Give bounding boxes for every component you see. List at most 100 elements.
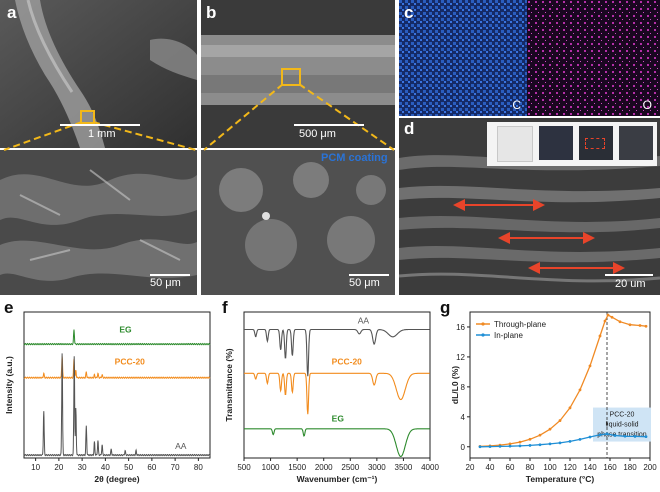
panel-label-e: e (4, 298, 14, 317)
tma-x-tick-label: 160 (603, 463, 617, 472)
panel-label-b: b (206, 3, 217, 22)
sample-block-dark-3 (619, 126, 653, 160)
tma-x-tick-label: 100 (543, 463, 557, 472)
tma-point-in-plane (578, 438, 582, 441)
tma-x-tick-label: 120 (563, 463, 577, 472)
tma-point-through-plane (568, 406, 572, 410)
tma-point-in-plane (478, 445, 482, 449)
xrd-label-pcc: PCC-20 (115, 357, 146, 367)
xrd-series-pcc-20 (23, 356, 211, 380)
tma-x-tick-label: 80 (526, 463, 535, 472)
tma-x-tick-label: 60 (506, 463, 515, 472)
tma-point-in-plane (548, 442, 552, 446)
tma-legend-label-through-plane: Through-plane (494, 320, 547, 329)
chart-ftir: 500 1000 1500 2000 2500 3000 3500 4000 Wavenumbe… (224, 311, 439, 484)
tma-x-tick-label: 40 (486, 463, 495, 472)
tma-point-in-plane (605, 432, 609, 436)
sample-block-white (497, 126, 533, 162)
map-label-o: O (642, 98, 652, 112)
tma-point-through-plane (518, 440, 522, 444)
tma-axes-frame (469, 311, 651, 459)
tma-point-in-plane (508, 444, 512, 448)
tma-x-tick-label: 180 (623, 463, 637, 472)
xrd-x-tick-label: 70 (171, 463, 180, 472)
ftir-x-tick-label: 2000 (315, 463, 333, 472)
xrd-label-aa: AA (175, 441, 187, 451)
tma-point-through-plane (618, 320, 622, 324)
tma-point-through-plane (538, 433, 542, 437)
panel-label-d: d (404, 119, 415, 138)
xrd-x-tick-label: 50 (124, 463, 133, 472)
xrd-axes-frame (23, 311, 211, 459)
tma-point-in-plane (633, 435, 637, 438)
ftir-x-tick-label: 3000 (368, 463, 386, 472)
scale-bar-a-zoom (150, 274, 190, 276)
ftir-x-tick-label: 4000 (421, 463, 439, 472)
sem-zoom-a: 50 μm (0, 150, 197, 295)
tma-point-in-plane (598, 433, 602, 437)
tma-point-in-plane (488, 445, 492, 449)
ftir-x-tick-label: 1500 (288, 463, 306, 472)
sample-block-dark-2 (579, 126, 613, 160)
sem-zoom-image-b (201, 150, 395, 295)
xrd-x-tick-label: 20 (54, 463, 63, 472)
tma-annotation-line-2: liquid-solid (605, 422, 638, 429)
sem-image-b (201, 0, 395, 148)
tma-x-tick-label: 20 (466, 463, 475, 472)
tma-point-in-plane (538, 443, 542, 447)
tma-point-in-plane (558, 441, 562, 445)
panel-label-a: a (7, 3, 17, 22)
tma-point-in-plane (568, 439, 572, 443)
tma-point-through-plane (606, 313, 610, 317)
sem-zoom-b: PCM coating 50 μm (201, 150, 395, 295)
oxygen-map-image (527, 0, 660, 116)
tma-annotation-line-3: phase transition (597, 432, 647, 439)
tma-point-through-plane (588, 364, 592, 368)
zoom-box-b (281, 68, 301, 86)
scale-label-b-zoom: 50 μm (349, 277, 380, 289)
tma-y-axis-label: dL/L0 (%) (450, 366, 460, 404)
xrd-x-tick-label: 40 (101, 463, 110, 472)
scale-label-d: 20 um (615, 278, 646, 290)
tma-y-tick-label: 0 (461, 443, 466, 452)
tma-point-through-plane (628, 323, 632, 327)
scale-label-b: 500 μm (299, 128, 336, 140)
tma-point-in-plane (498, 444, 502, 448)
map-label-c: C (512, 98, 521, 112)
scale-bar-a (60, 124, 140, 126)
scale-bar-b-zoom (349, 274, 389, 276)
tma-point-in-plane (518, 444, 522, 448)
ftir-x-axis-label: Wavenumber (cm⁻¹) (297, 474, 378, 484)
xrd-x-tick-label: 80 (194, 463, 203, 472)
panel-label-c: c (404, 3, 414, 22)
ftir-label-aa: AA (358, 316, 370, 326)
tma-legend-label-in-plane: In-plane (494, 331, 523, 340)
tma-y-tick-label: 12 (456, 353, 465, 362)
tma-point-in-plane (588, 435, 592, 439)
ftir-y-axis-label: Transmittance (%) (224, 348, 234, 421)
sample-photo-inset (487, 122, 657, 166)
tma-point-through-plane (548, 427, 552, 431)
tma-series-in-plane (479, 433, 647, 448)
chart-xrd: 10 20 30 40 50 60 70 80 2θ (degree) Intensity (a.… (4, 311, 211, 484)
xrd-y-axis-label: Intensity (a.u.) (4, 356, 14, 414)
panel-label-f: f (222, 298, 228, 317)
orientation-arrows (453, 199, 625, 274)
tma-point-through-plane (558, 419, 562, 422)
tma-y-tick-label: 8 (461, 383, 466, 392)
tma-point-through-plane (603, 319, 607, 323)
tma-point-in-plane (528, 444, 532, 447)
sample-highlight-box (585, 138, 605, 149)
sem-panel-d: d 20 um (399, 118, 660, 295)
tma-series-through-plane (479, 314, 647, 448)
ftir-label-pcc: PCC-20 (332, 357, 363, 367)
xrd-series-aa (23, 353, 211, 457)
tma-point-through-plane (610, 315, 614, 319)
ftir-x-tick-label: 500 (237, 463, 251, 472)
ftir-series-pcc-20 (244, 372, 430, 415)
xrd-x-tick-label: 30 (78, 463, 87, 472)
carbon-map-image (399, 0, 527, 116)
tma-y-tick-label: 4 (461, 413, 466, 422)
tma-point-through-plane (528, 437, 532, 441)
sem-image-a (0, 0, 197, 148)
